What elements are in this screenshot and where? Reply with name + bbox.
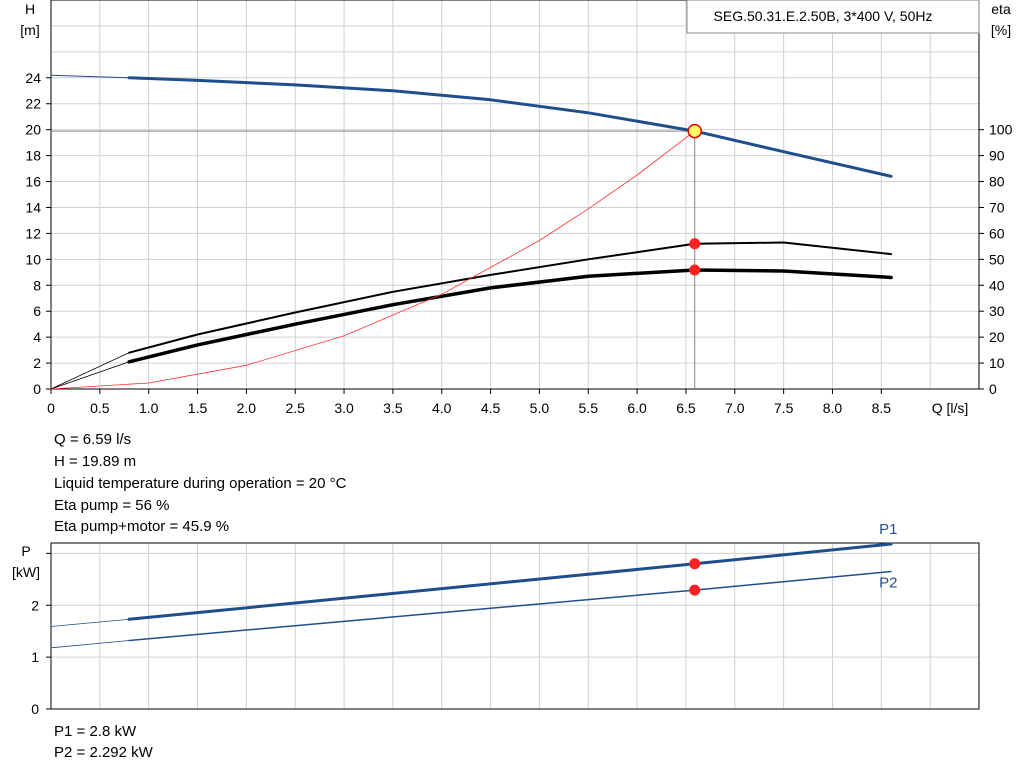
y2-tick-label: 0 [989,381,997,397]
x-tick-label: 8.5 [872,400,892,416]
x-tick-label: 0 [47,400,55,416]
y-tick-label: 16 [25,174,41,190]
y-tick-label: 12 [25,225,41,241]
series-eta-ext2 [50,361,130,390]
y-tick-label: 8 [33,277,41,293]
series-head-ext [50,74,130,79]
y-tick-label: 10 [25,251,41,267]
y-tick-label: 4 [33,329,41,345]
y2-tick-label: 100 [989,122,1013,138]
power-marker-1 [689,584,701,596]
power-marker-0 [689,558,701,570]
series-system-curve [50,130,696,390]
x-tick-label: 6.0 [627,400,647,416]
info-p1: P1 = 2.8 kW [54,723,137,740]
y2-tick-label: 70 [989,199,1005,215]
x-tick-label: 1.5 [188,400,208,416]
y-tick-label: 22 [25,96,41,112]
y2-tick-label: 80 [989,174,1005,190]
marker-eta-0 [689,238,701,250]
power-series-label: P1 [879,521,897,538]
y2-tick-label: 90 [989,148,1005,164]
y-tick-label: 2 [33,355,41,371]
duty-point [687,123,702,139]
title-box [686,0,980,34]
info-head: H = 19.89 m [54,453,137,470]
x-tick-label: 1.0 [139,400,159,416]
info-p2: P2 = 2.292 kW [54,744,153,761]
power-series-p1-ext [50,618,130,627]
power-y-tick-label: 0 [31,701,39,717]
y2-tick-label: 40 [989,277,1005,293]
power-y-axis-name: P [21,543,30,559]
info-temperature: Liquid temperature during operation = 20… [54,475,347,492]
x-tick-label: 2.0 [237,400,257,416]
y-tick-label: 20 [25,122,41,138]
y2-tick-label: 30 [989,303,1005,319]
x-tick-label: 5.5 [579,400,599,416]
power-y-axis-unit: [kW] [12,564,40,580]
info-flow: Q = 6.59 l/s [54,431,132,448]
x-tick-label: 4.5 [481,400,501,416]
x-tick-label: 3.5 [383,400,403,416]
x-axis-label: Q [l/s] [932,400,969,416]
series-eta-pump-motor [127,268,893,364]
y-tick-label: 24 [25,70,41,86]
y-tick-label: 6 [33,303,41,319]
plot-area [51,0,979,389]
y2-tick-label: 50 [989,251,1005,267]
power-series-label: P2 [879,575,897,592]
power-y-tick-label: 1 [31,649,39,665]
y2-tick-label: 20 [989,329,1005,345]
x-tick-label: 7.0 [725,400,745,416]
y2-axis-unit: [%] [991,22,1011,38]
x-tick-label: 4.0 [432,400,452,416]
x-tick-label: 7.5 [774,400,794,416]
y2-tick-label: 10 [989,355,1005,371]
series-head [127,76,893,178]
power-plot-frame [50,542,980,710]
marker-eta-1 [689,264,701,276]
y-tick-label: 0 [33,381,41,397]
x-tick-label: 0.5 [90,400,110,416]
x-tick-label: 3.0 [334,400,354,416]
power-y-tick-label: 2 [31,597,39,613]
series-eta-ext [50,352,130,390]
y2-tick-label: 60 [989,225,1005,241]
y-axis-name: H [25,1,35,17]
y-tick-label: 14 [25,199,41,215]
y2-axis-name: eta [991,1,1011,17]
x-tick-label: 8.0 [823,400,843,416]
y-axis-unit: [m] [20,22,39,38]
series-eta-pump [128,241,893,354]
x-tick-label: 2.5 [285,400,305,416]
power-series-p2-ext [50,640,130,649]
x-tick-label: 5.0 [530,400,550,416]
chart-title: SEG.50.31.E.2.50B, 3*400 V, 50Hz [714,8,933,24]
x-tick-label: 6.5 [676,400,696,416]
power-plot-area [51,543,979,709]
y-tick-label: 18 [25,148,41,164]
info-eta-pump-motor: Eta pump+motor = 45.9 % [54,518,230,535]
plot-frame [50,0,980,390]
info-eta-pump: Eta pump = 56 % [54,497,170,514]
